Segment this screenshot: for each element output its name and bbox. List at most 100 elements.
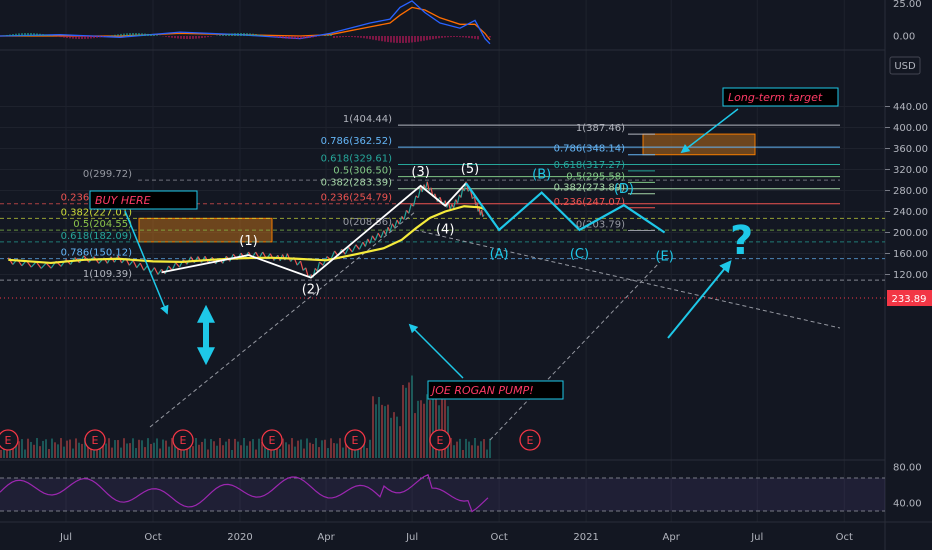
price-segment [45,262,52,269]
rsi-band [0,478,885,511]
earnings-marker [84,429,106,451]
earnings-marker-label: E [92,434,99,447]
trend-line-up [149,211,416,428]
rsi-tick-label: 40.00 [893,499,922,510]
price-segment [417,187,422,198]
price-segment [377,232,382,239]
volume-bars [0,375,491,458]
corrective-wave-label: (B) [532,168,551,183]
earnings-marker-label: E [437,434,444,447]
earnings-marker [344,429,366,451]
price-segment [40,262,47,269]
currency-label[interactable]: USD [889,56,921,75]
price-segment [385,226,389,236]
earnings-marker-label: E [527,434,534,447]
fib-label: 1(109.39) [83,269,132,280]
price-tick-label: 360.00 [893,144,928,155]
price-badge-bg [887,290,932,306]
price-segment [449,204,453,210]
fib-label-right: 0(203.79) [576,220,625,231]
time-tick-label: Apr [317,532,335,543]
time-tick-label: Jul [59,532,72,543]
price-segment [403,210,408,220]
price-segment [394,219,398,229]
price-tick-label: 240.00 [893,207,928,218]
fib-label: 0.786(362.52) [321,136,393,147]
price-segment [355,244,360,250]
price-segment [316,261,321,272]
time-tick-label: Apr [663,532,681,543]
price-segment [341,248,346,255]
price-axis[interactable]: 440.00 400.00 360.00 320.00 280.00 240.00 200.… [885,0,928,510]
impulse-wave-label: (2) [302,283,320,298]
dashed-trend-lines [149,211,841,441]
current-price-badge: 233.89 [887,290,932,306]
rogan-arrow [408,323,464,379]
price-tick-label: 200.00 [893,228,928,239]
rsi-indicator-pane [0,473,885,513]
time-tick-label: Jul [405,532,418,543]
price-segment [128,260,134,266]
time-tick-label: Oct [144,532,161,543]
time-tick-label: Oct [490,532,507,543]
projection-arrow [667,260,732,339]
fib-label-right: 1(387.46) [576,123,625,134]
fib-label-right: 0.5(295.58) [566,171,625,182]
price-tick-label: 320.00 [893,165,928,176]
time-axis[interactable]: Jul Oct 2020 Apr Jul Oct 2021 Apr Jul Oct [59,532,853,543]
fib-label: 0.382(227.01) [61,207,133,218]
fib-label: 0.236(254.79) [321,193,393,204]
trend-line-down [414,229,841,329]
rogan-label: JOE ROGAN PUMP! [430,384,534,397]
earnings-marker-label: E [352,434,359,447]
target-label: Long-term target [728,91,823,104]
earnings-marker [0,429,19,451]
rsi-tick-label: 80.00 [893,463,922,474]
fib-label: 0.618(182.09) [61,231,133,242]
moving-average-line [8,205,485,265]
price-segment [143,265,148,271]
macd-tick-label: 0.00 [893,32,915,43]
rsi-line [0,473,489,513]
target-box [722,87,839,107]
price-segment [358,241,364,250]
price-segment [157,269,163,275]
price-segment [453,199,457,209]
corrective-wave-label: (D) [614,182,634,197]
earnings-marker [261,429,283,451]
price-tick-label: 440.00 [893,102,928,113]
price-segment [296,260,301,266]
svg-text:USD: USD [894,61,916,72]
time-tick-label: Oct [836,532,853,543]
fib-label-right: 0.382(273.89) [554,183,626,194]
price-segment [426,181,430,191]
price-tick-label: 120.00 [893,270,928,281]
fib-label: 0.5(204.55) [73,219,132,230]
buy-here-box [89,190,198,210]
corrective-wave-label: (A) [490,247,509,262]
price-segment [412,195,417,207]
earnings-marker-label: E [5,434,12,447]
price-segment [351,244,357,253]
fib-label: 0(208.56) [343,217,392,228]
target-zone [642,133,756,156]
price-segment [481,209,484,217]
price-segment [319,261,324,266]
price-segment [398,216,403,225]
price-segment [374,232,379,241]
price-segment [139,262,145,271]
impulse-wave-label: (4) [436,223,454,238]
fib-label: 0.786(150.12) [61,248,133,259]
price-segment [456,194,460,204]
time-tick-label: Jul [750,532,763,543]
price-segment [371,235,376,241]
price-segment [150,267,155,273]
time-tick-label: 2020 [227,532,252,543]
macd-line [0,0,491,45]
price-tick-label: 160.00 [893,249,928,260]
macd-indicator-pane [0,0,491,45]
price-segment [175,262,180,268]
fib-label-right: 0.618(317.27) [554,160,626,171]
